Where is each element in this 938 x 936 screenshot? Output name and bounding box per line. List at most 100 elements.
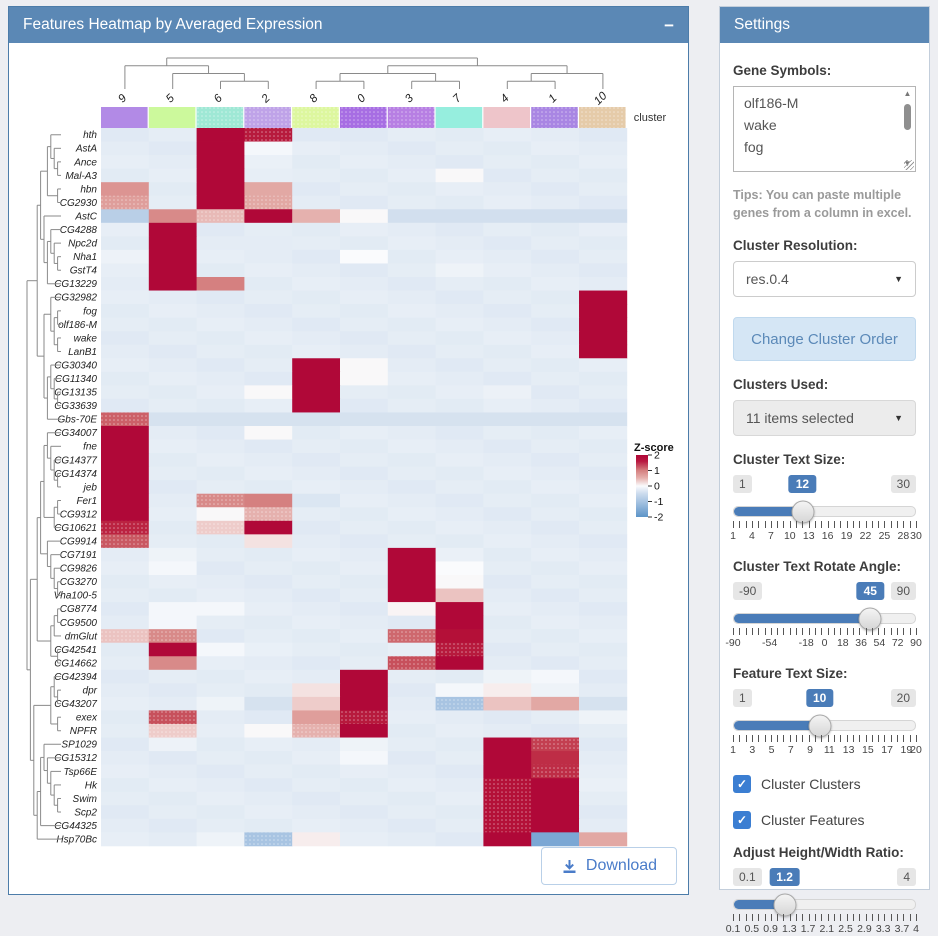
- clusters-used-select[interactable]: 11 items selected ▼: [733, 400, 916, 437]
- cluster-text-rotate-angle-slider[interactable]: Cluster Text Rotate Angle: -90 45 90 -90 -54-…: [725, 559, 921, 650]
- heatmap-cell: [531, 629, 580, 644]
- slider-tick: [808, 914, 810, 922]
- scrollbar-thumb[interactable]: [904, 104, 911, 130]
- heatmap-cell-texture: [148, 629, 197, 643]
- adjust-height-width-ratio-handle[interactable]: [773, 893, 797, 917]
- slider-tick-label: 5: [768, 744, 775, 757]
- heatmap-cell: [483, 331, 532, 346]
- slider-tick: [783, 521, 785, 529]
- cluster-text-rotate-angle-handle[interactable]: [858, 607, 882, 631]
- heatmap-cell: [101, 425, 150, 440]
- heatmap-cell: [148, 385, 197, 400]
- heatmap-cell: [579, 263, 628, 278]
- heatmap-cell: [196, 507, 245, 522]
- heatmap-cell: [579, 425, 628, 440]
- gene-box-scrollbar[interactable]: ▲ ▼: [901, 88, 914, 170]
- download-button[interactable]: Download: [541, 847, 677, 885]
- slider-tick: [890, 628, 892, 636]
- heatmap-cell: [387, 412, 436, 427]
- heatmap-cell: [196, 466, 245, 481]
- heatmap-cell-texture: [387, 656, 436, 670]
- heatmap-cell: [148, 276, 197, 291]
- cluster-clusters-checkbox[interactable]: ✓ Cluster Clusters: [733, 775, 916, 794]
- heatmap-cell: [196, 290, 245, 305]
- checkbox-checked-icon[interactable]: ✓: [733, 811, 751, 830]
- feature-text-size-slider[interactable]: Feature Text Size: 1 10 20 1 3 5 7 9 11 13 15 17 19 20: [730, 666, 922, 757]
- heatmap-cell: [579, 453, 628, 468]
- heatmap-cell: [387, 615, 436, 630]
- heatmap-cell-texture: [483, 805, 532, 819]
- heatmap-cell: [340, 588, 389, 603]
- slider-tick-label: 3: [749, 744, 756, 757]
- heatmap-cell: [340, 669, 389, 684]
- scroll-up-icon[interactable]: ▲: [903, 89, 912, 98]
- cluster-text-size-handle[interactable]: [791, 500, 815, 524]
- heatmap-cell: [579, 344, 628, 359]
- cluster-text-rotate-angle-track[interactable]: [733, 607, 916, 631]
- heatmap-cell: [244, 642, 293, 657]
- heatmap-cell: [244, 534, 293, 549]
- heatmap-cell: [292, 669, 341, 684]
- slider-tick: [833, 628, 835, 636]
- heatmap-cell: [292, 480, 341, 495]
- heatmap-cell: [340, 629, 389, 644]
- heatmap-cell: [340, 453, 389, 468]
- heatmap-cell: [579, 791, 628, 806]
- resize-handle[interactable]: [904, 160, 914, 170]
- slider-tick-label: 19: [900, 744, 913, 757]
- cluster-text-size-slider[interactable]: Cluster Text Size: 1 12 30 1 4 7 10 13 16 19 22 25 28…: [730, 452, 922, 543]
- heatmap-cell: [531, 155, 580, 170]
- row-label: CG44325: [54, 821, 97, 832]
- heatmap-cell: [579, 547, 628, 562]
- cluster-text-size-min: 1: [733, 475, 752, 494]
- heatmap-cell: [483, 141, 532, 156]
- slider-tick: [770, 914, 772, 922]
- slider-tick: [878, 628, 880, 636]
- heatmap-cell: [244, 547, 293, 562]
- row-label: CG42394: [54, 672, 97, 683]
- slider-tick: [878, 914, 880, 922]
- heatmap-cell: [435, 182, 484, 197]
- slider-tick: [821, 628, 823, 636]
- heatmap-cell: [531, 561, 580, 576]
- slider-tick-label: 15: [861, 744, 874, 757]
- adjust-height-width-ratio-slider[interactable]: Adjust Height/Width Ratio: 0.1 1.2 4 0.1 0.5 0…: [726, 845, 919, 936]
- heatmap-cell: [579, 195, 628, 210]
- slider-tick: [733, 735, 734, 743]
- slider-tick: [827, 628, 829, 636]
- heatmap-cell: [148, 493, 197, 508]
- row-label: CG14374: [54, 469, 97, 480]
- cluster-features-checkbox[interactable]: ✓ Cluster Features: [733, 811, 916, 830]
- slider-tick: [865, 735, 867, 743]
- heatmap-cell: [196, 710, 245, 725]
- heatmap-cell: [531, 276, 580, 291]
- heatmap-cell: [340, 195, 389, 210]
- slider-tick: [859, 735, 861, 743]
- heatmap-cell: [435, 344, 484, 359]
- collapse-icon[interactable]: −: [664, 15, 674, 35]
- heatmap-cell: [483, 453, 532, 468]
- heatmap-cell: [483, 615, 532, 630]
- settings-panel-header: Settings: [720, 7, 929, 43]
- change-cluster-order-button[interactable]: Change Cluster Order: [733, 317, 916, 362]
- heatmap-cell: [531, 358, 580, 373]
- gene-symbols-input[interactable]: olf186-M wake fog ▲ ▼: [733, 86, 916, 172]
- heatmap-cell: [196, 778, 245, 793]
- heatmap-cell: [435, 439, 484, 454]
- slider-tick-label: 10: [783, 530, 796, 543]
- cluster-text-size-track[interactable]: [733, 500, 916, 524]
- heatmap-cell: [483, 669, 532, 684]
- slider-tick: [789, 521, 791, 529]
- checkbox-checked-icon[interactable]: ✓: [733, 775, 751, 794]
- feature-text-size-track[interactable]: [733, 714, 916, 738]
- heatmap-cell: [244, 304, 293, 319]
- cluster-resolution-select[interactable]: res.0.4 ▼: [733, 261, 916, 298]
- heatmap-cell: [196, 276, 245, 291]
- heatmap-cell: [435, 832, 484, 847]
- heatmap-cell: [531, 493, 580, 508]
- adjust-height-width-ratio-track[interactable]: [733, 893, 916, 917]
- heatmap-cell: [292, 751, 341, 766]
- feature-text-size-handle[interactable]: [808, 714, 832, 738]
- heatmap-cell: [435, 371, 484, 386]
- heatmap-cell: [579, 317, 628, 332]
